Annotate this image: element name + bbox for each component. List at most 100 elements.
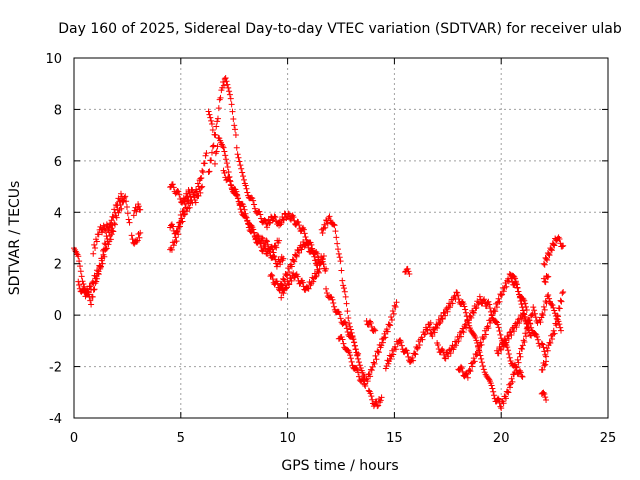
y-tick-label: 2 [54, 258, 62, 273]
data-point [512, 275, 519, 282]
data-point [532, 314, 539, 321]
data-point [545, 273, 552, 280]
data-point [444, 308, 451, 315]
data-point [227, 181, 234, 188]
data-point [506, 354, 513, 361]
data-point [475, 299, 482, 306]
data-point [372, 327, 379, 334]
data-point [323, 285, 330, 292]
data-point [339, 277, 346, 284]
data-point [549, 302, 556, 309]
data-point [331, 222, 338, 229]
data-point [497, 345, 504, 352]
data-point [342, 319, 349, 326]
data-point [208, 149, 215, 156]
data-point [342, 293, 349, 300]
data-point [286, 269, 293, 276]
data-point [475, 347, 482, 354]
data-point [205, 108, 212, 115]
data-point [272, 214, 279, 221]
data-point [490, 388, 497, 395]
data-point [107, 236, 114, 243]
data-point [98, 257, 105, 264]
data-point [183, 194, 190, 201]
data-point [553, 322, 560, 329]
series-track-18 [323, 285, 362, 358]
data-point [555, 313, 562, 320]
data-point [235, 154, 242, 161]
data-point [550, 304, 557, 311]
data-point [89, 279, 96, 286]
data-point [543, 255, 550, 262]
data-point [310, 278, 317, 285]
data-point [441, 310, 448, 317]
data-point [220, 82, 227, 89]
data-point [283, 272, 290, 279]
data-point [436, 320, 443, 327]
data-point [517, 297, 524, 304]
data-point [473, 337, 480, 344]
data-point [523, 320, 530, 327]
data-point [206, 111, 213, 118]
data-point [312, 273, 319, 280]
data-point [404, 265, 411, 272]
data-point [503, 283, 510, 290]
data-point [169, 223, 176, 230]
data-point [409, 354, 416, 361]
data-point [277, 261, 284, 268]
data-point [354, 351, 361, 358]
data-point [285, 280, 292, 287]
series-track-3 [90, 220, 116, 257]
data-point [486, 301, 493, 308]
data-point [540, 260, 547, 267]
data-point [201, 160, 208, 167]
data-point [541, 390, 548, 397]
x-axis-ticks: 0 5 10 15 20 25 [70, 58, 616, 446]
data-point [261, 217, 268, 224]
data-point [212, 131, 219, 138]
data-point [543, 299, 550, 306]
data-point [461, 303, 468, 310]
data-point [544, 256, 551, 263]
data-point [414, 345, 421, 352]
data-point [481, 296, 488, 303]
y-tick-label: 6 [54, 155, 62, 170]
data-point [403, 347, 410, 354]
data-point [375, 349, 382, 356]
series-track-21 [363, 317, 379, 335]
data-point [497, 403, 504, 410]
series-track-31 [538, 289, 567, 360]
series-track-22 [365, 387, 385, 410]
data-point [522, 330, 529, 337]
series-track-2 [75, 198, 127, 300]
data-point [111, 206, 118, 213]
data-point [534, 333, 541, 340]
data-point [503, 339, 510, 346]
data-point [393, 299, 400, 306]
data-point [248, 222, 255, 229]
data-point [473, 304, 480, 311]
data-point [257, 240, 264, 247]
data-point [256, 208, 263, 215]
data-point [118, 205, 125, 212]
data-point [290, 257, 297, 264]
data-point [227, 95, 234, 102]
data-point [77, 268, 84, 275]
data-point [335, 246, 342, 253]
data-point [208, 117, 215, 124]
data-point [129, 236, 136, 243]
data-point [336, 254, 343, 261]
data-point [487, 305, 494, 312]
series-track-23 [382, 319, 434, 372]
data-point [378, 394, 385, 401]
data-point [302, 233, 309, 240]
data-point [232, 132, 239, 139]
data-point [230, 116, 237, 123]
data-point [478, 355, 485, 362]
data-point [557, 324, 564, 331]
data-point [226, 174, 233, 181]
y-tick-label: -2 [49, 361, 62, 376]
data-point [507, 384, 514, 391]
data-point [544, 347, 551, 354]
data-point [469, 363, 476, 370]
